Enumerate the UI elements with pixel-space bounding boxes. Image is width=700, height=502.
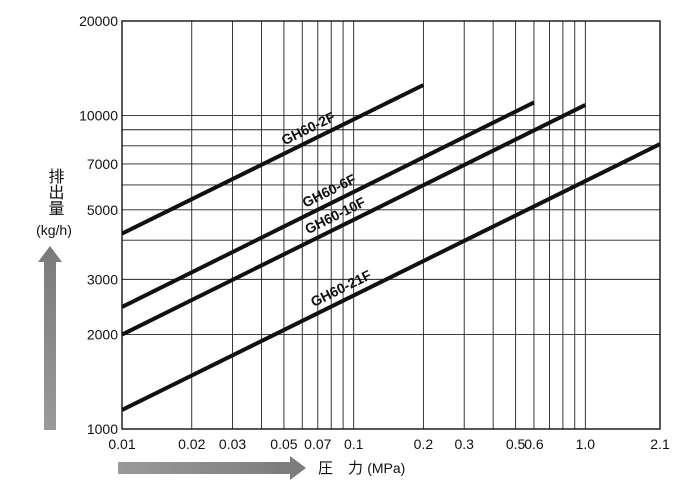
- series-line: [121, 142, 661, 412]
- x-axis-unit: (MPa): [367, 460, 406, 476]
- y-axis-label: 排出量: [45, 168, 63, 216]
- pressure-axis-arrow: [118, 456, 306, 480]
- series-line: [121, 103, 587, 337]
- x-axis-label: 圧 力: [318, 460, 364, 477]
- capacity-axis-arrow: [38, 246, 62, 430]
- x-tick-label: 0.1: [344, 436, 364, 452]
- y-tick-label: 3000: [87, 271, 118, 287]
- y-axis-title: 排出量 (kg/h): [28, 168, 80, 238]
- x-tick-label: 0.05: [270, 436, 297, 452]
- plot-frame: [121, 20, 661, 430]
- x-tick-label: 0.02: [178, 436, 205, 452]
- y-tick-label: 5000: [87, 202, 118, 218]
- x-axis-title: 圧 力 (MPa): [318, 457, 405, 478]
- x-tick-label: 0.2: [414, 436, 434, 452]
- x-tick-label: 0.03: [219, 436, 246, 452]
- x-tick-label: 0.07: [304, 436, 331, 452]
- x-tick-label: 2.1: [650, 436, 670, 452]
- tick-labels: 0.01 0.02 0.03 0.05 0.07 0.1 0.2 0.3 0.50.6 1.0 2.…: [79, 13, 670, 452]
- series-line: [121, 83, 425, 236]
- series-line: [121, 100, 535, 309]
- x-tick-label: 0.01: [108, 436, 135, 452]
- x-tick-label: 0.3: [454, 436, 474, 452]
- x-tick-label: 0.5: [506, 436, 526, 452]
- y-tick-label: 20000: [79, 13, 118, 29]
- x-tick-label: 0.6: [524, 436, 544, 452]
- y-tick-label: 1000: [87, 421, 118, 437]
- y-tick-label: 7000: [87, 156, 118, 172]
- grid-lines: [122, 21, 660, 429]
- y-tick-label: 2000: [87, 327, 118, 343]
- y-tick-label: 10000: [79, 107, 118, 123]
- x-tick-label: 1.0: [576, 436, 596, 452]
- y-axis-unit: (kg/h): [36, 222, 72, 238]
